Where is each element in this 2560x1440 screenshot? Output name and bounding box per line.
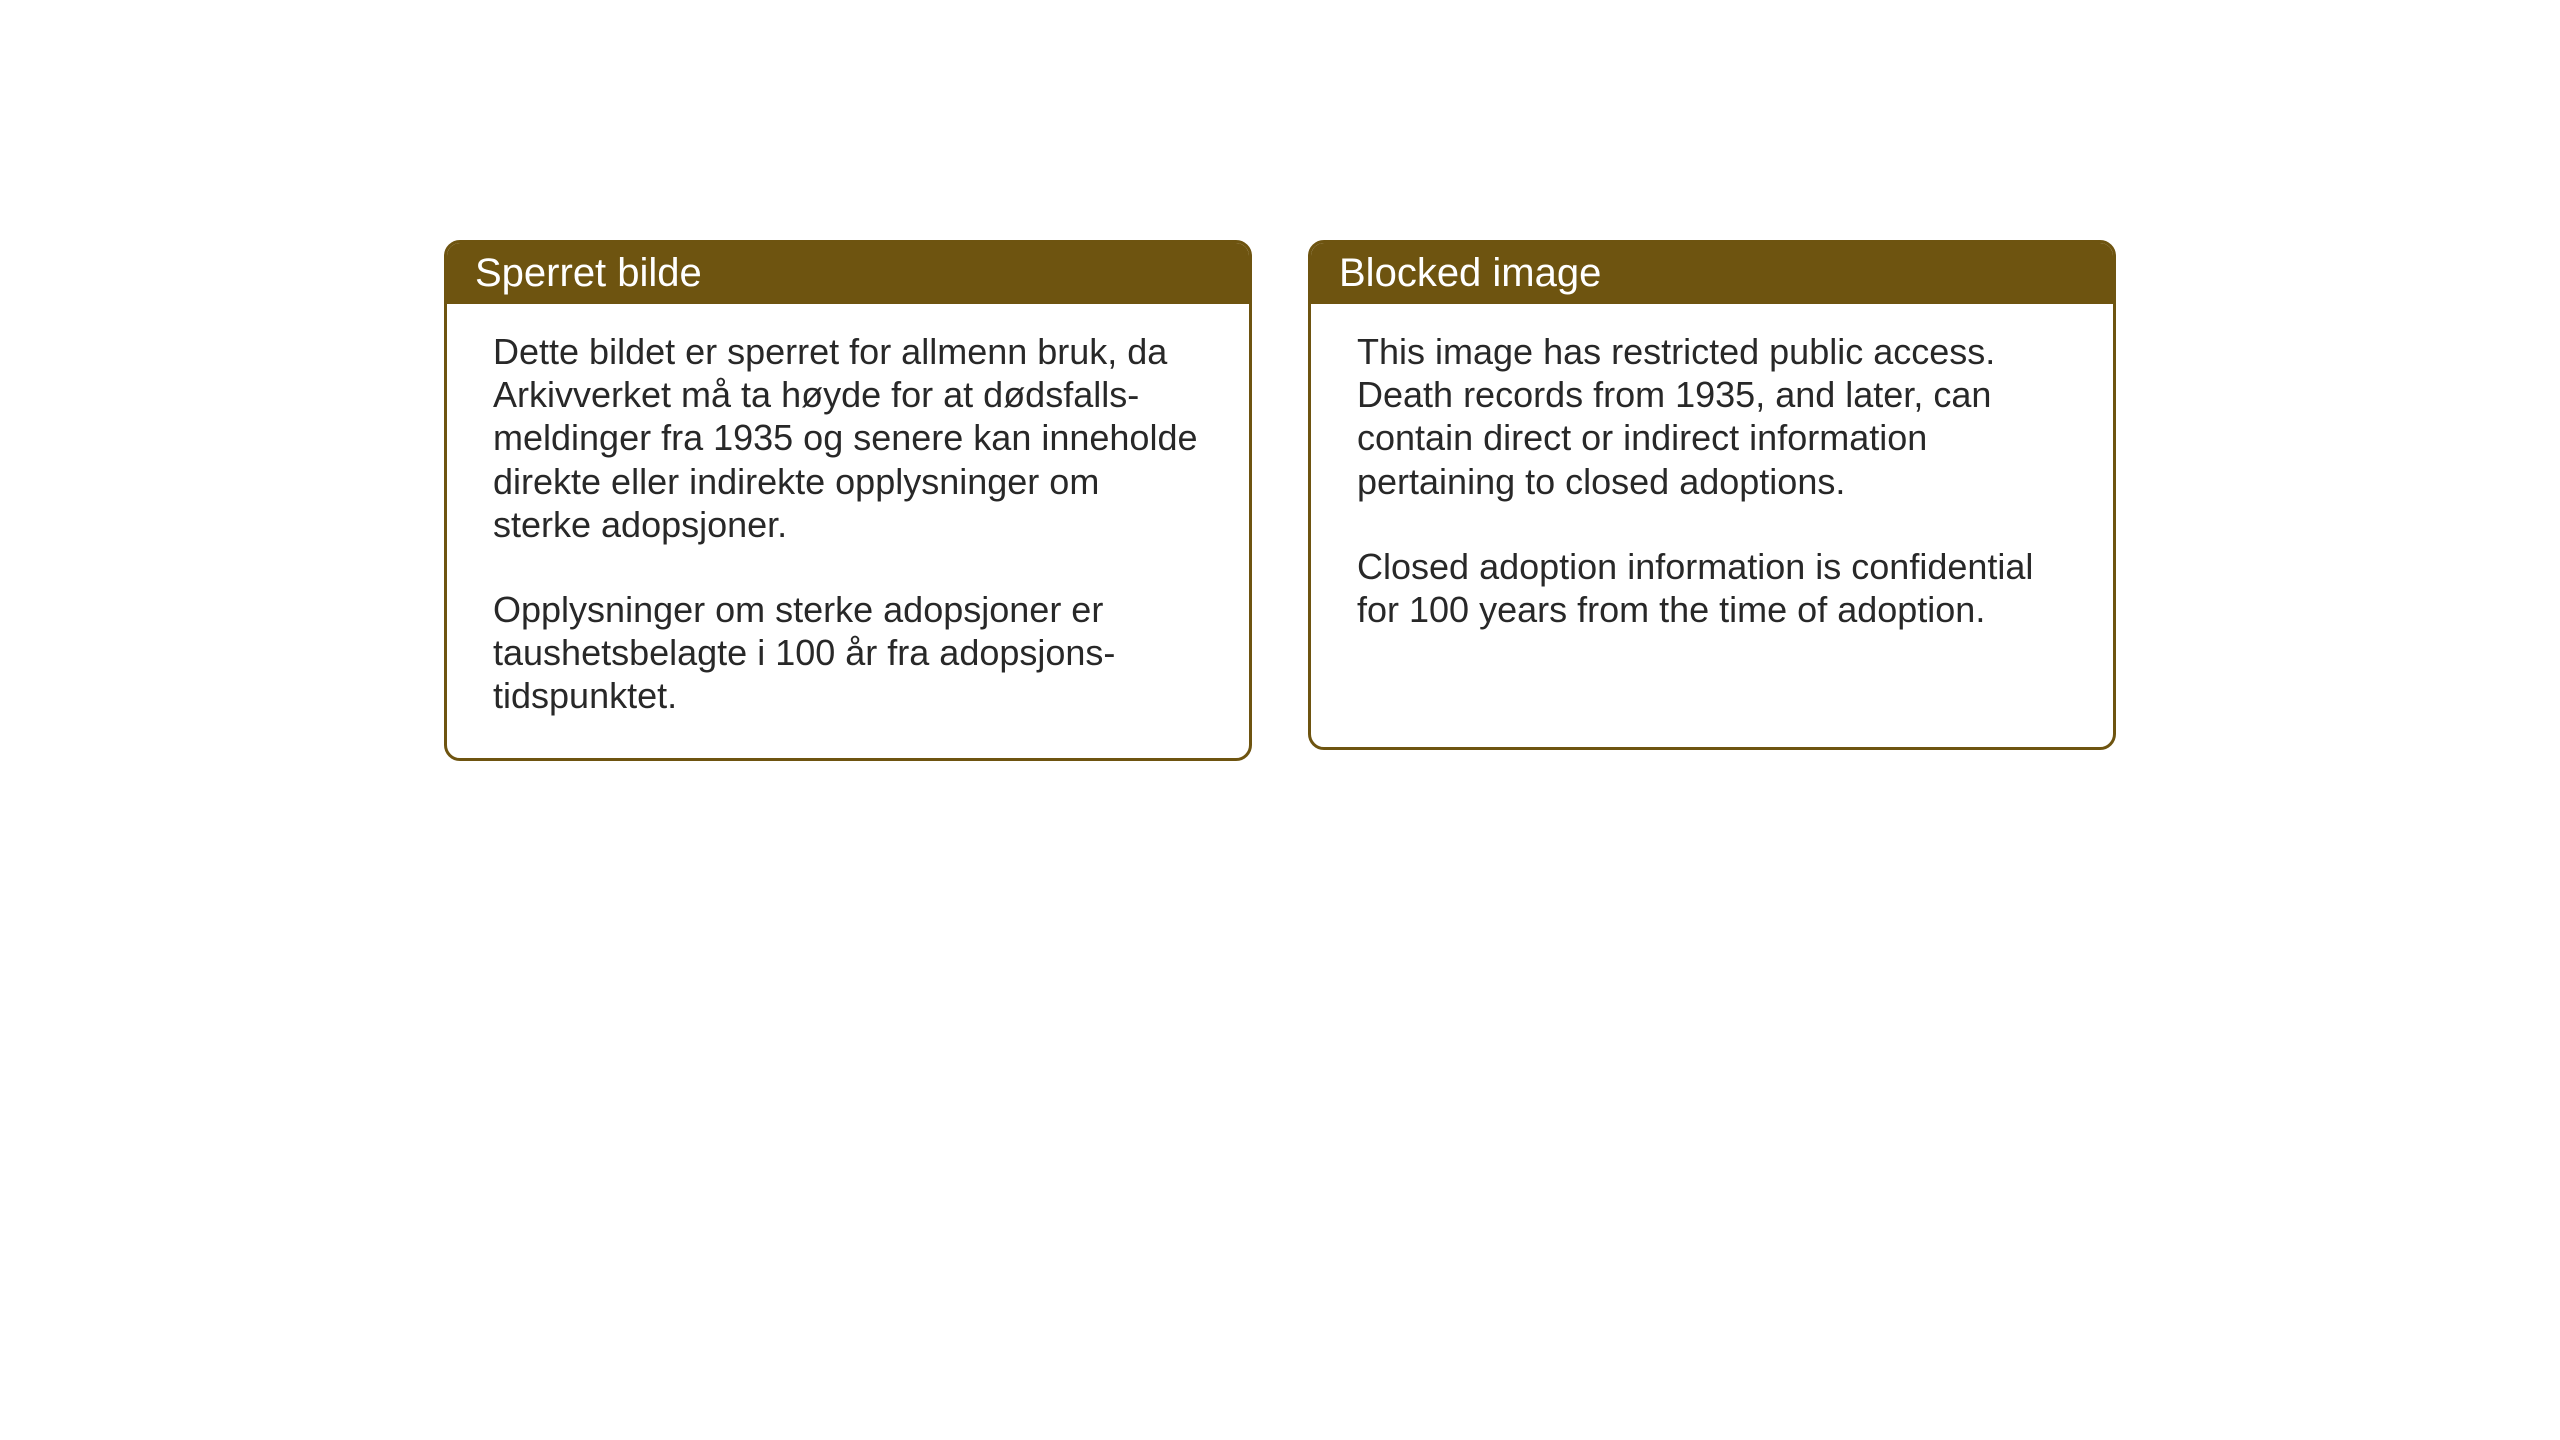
card-body-norwegian: Dette bildet er sperret for allmenn bruk…: [447, 304, 1249, 758]
notice-cards-container: Sperret bilde Dette bildet er sperret fo…: [444, 240, 2116, 761]
card-paragraph1-norwegian: Dette bildet er sperret for allmenn bruk…: [493, 330, 1203, 546]
card-body-english: This image has restricted public access.…: [1311, 304, 2113, 671]
card-header-norwegian: Sperret bilde: [447, 243, 1249, 304]
card-paragraph1-english: This image has restricted public access.…: [1357, 330, 2067, 503]
card-paragraph2-english: Closed adoption information is confident…: [1357, 545, 2067, 631]
card-header-english: Blocked image: [1311, 243, 2113, 304]
card-title-norwegian: Sperret bilde: [475, 251, 702, 295]
blocked-image-card-english: Blocked image This image has restricted …: [1308, 240, 2116, 750]
card-title-english: Blocked image: [1339, 251, 1601, 295]
blocked-image-card-norwegian: Sperret bilde Dette bildet er sperret fo…: [444, 240, 1252, 761]
card-paragraph2-norwegian: Opplysninger om sterke adopsjoner er tau…: [493, 588, 1203, 718]
